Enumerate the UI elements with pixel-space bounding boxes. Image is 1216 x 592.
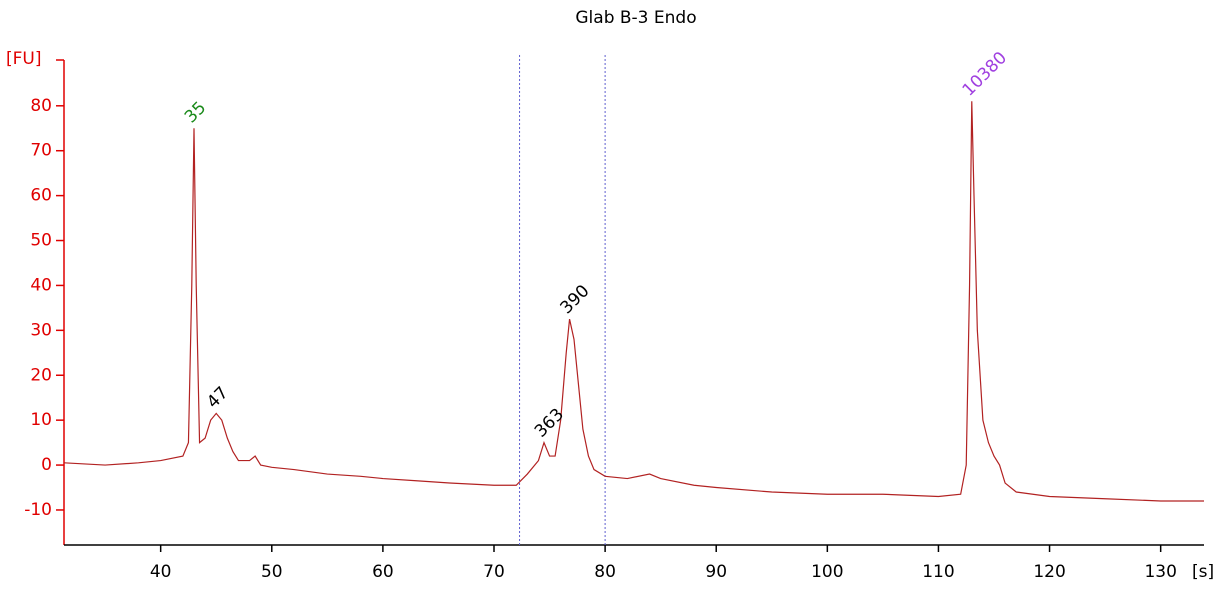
chart-title: Glab B-3 Endo <box>575 8 696 28</box>
peak-label: 390 <box>556 281 593 318</box>
x-tick-label: 130 <box>1144 562 1176 582</box>
x-tick-label: 70 <box>483 562 505 582</box>
x-tick-label: 120 <box>1033 562 1065 582</box>
y-tick-label: 30 <box>30 320 52 340</box>
x-tick-label: 80 <box>594 562 616 582</box>
x-tick-label: 110 <box>922 562 954 582</box>
x-tick-label: 50 <box>261 562 283 582</box>
peak-label: 363 <box>531 405 568 442</box>
peak-label: 47 <box>203 383 232 412</box>
peak-label: 35 <box>181 98 210 127</box>
y-tick-label: 80 <box>30 96 52 116</box>
x-tick-label: 100 <box>811 562 843 582</box>
y-tick-label: -10 <box>24 500 52 520</box>
y-tick-label: 20 <box>30 365 52 385</box>
x-axis-label: [s] <box>1192 562 1214 582</box>
x-tick-label: 90 <box>705 562 727 582</box>
y-tick-label: 60 <box>30 186 52 206</box>
y-tick-label: 10 <box>30 410 52 430</box>
y-tick-label: 40 <box>30 275 52 295</box>
y-tick-label: 70 <box>30 141 52 161</box>
y-axis-label: [FU] <box>6 49 42 69</box>
peak-label: 10380 <box>959 48 1011 100</box>
y-tick-label: 0 <box>41 455 52 475</box>
trace <box>63 101 1204 502</box>
x-tick-label: 40 <box>150 562 172 582</box>
y-tick-label: 50 <box>30 231 52 251</box>
x-tick-label: 60 <box>372 562 394 582</box>
